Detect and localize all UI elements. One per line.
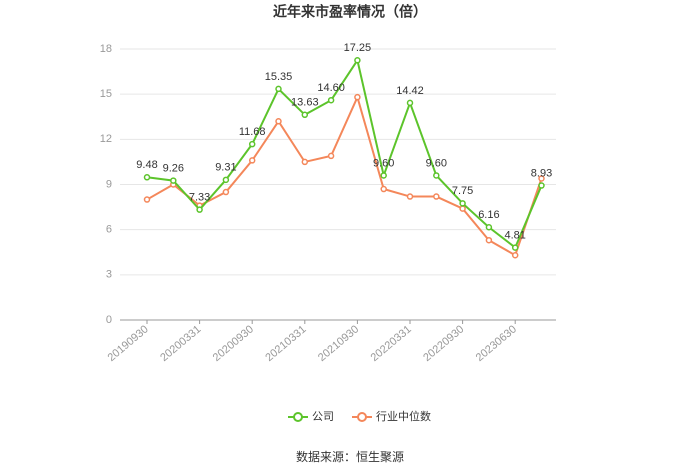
y-tick-label: 15 [100,88,112,100]
y-tick-label: 6 [106,224,112,236]
point [511,244,519,251]
point [248,157,256,164]
series-line [146,57,543,250]
point [301,158,309,166]
point [511,252,519,259]
x-tick-label: 20200930 [211,323,256,364]
legend-marker [357,412,367,422]
point [433,193,440,200]
source: 数据来源：恒生聚源 [296,449,404,464]
point [170,177,177,184]
point [327,96,335,104]
x-tick-label: 20220331 [369,323,414,364]
point [380,185,387,193]
series-line [146,94,543,257]
point [327,152,335,160]
point [485,236,493,244]
data-label: 7.33 [189,192,210,204]
point [538,182,545,189]
x-tick-label: 20230630 [474,323,519,364]
data-label: 11.68 [239,126,266,138]
data-label: 15.35 [265,71,293,83]
data-label: 9.31 [215,162,236,174]
data-label: 14.42 [396,85,424,97]
point [143,196,151,203]
legend-label: 行业中位数 [376,409,431,423]
data-label: 9.60 [373,157,394,169]
data-label: 9.60 [426,157,447,169]
data-label: 9.48 [136,159,157,171]
data-label: 4.81 [504,229,525,241]
data-label: 13.63 [291,97,319,109]
y-tick-label: 3 [106,269,112,281]
point [459,200,466,207]
point [143,174,151,181]
legend-label: 公司 [312,411,334,423]
point [196,206,203,213]
data-label: 17.25 [344,42,372,54]
data-label: 6.16 [478,209,499,221]
y-tick-label: 12 [100,133,112,145]
x-tick-label: 20210930 [316,323,361,364]
chart-title: 近年来市盈率情况（倍） [273,4,427,20]
y-tick-label: 18 [100,43,112,55]
point [301,111,309,119]
point [275,85,282,93]
point [222,188,230,196]
point [222,176,230,184]
data-label: 14.60 [317,82,345,94]
point [485,224,493,231]
point [275,118,282,125]
y-tick-label: 9 [106,178,112,190]
point [538,175,545,182]
data-label: 9.26 [163,162,184,174]
point [354,93,361,101]
point [433,172,440,179]
point [248,140,256,148]
x-tick-label: 20200331 [158,323,203,364]
point [354,57,361,64]
data-label: 7.75 [452,185,473,197]
x-tick-label: 20220930 [421,323,466,364]
x-tick-label: 20210331 [263,323,308,364]
y-tick-label: 0 [106,314,112,326]
data-label: 8.93 [531,167,552,179]
point [406,99,414,107]
x-tick-label: 20190930 [106,323,151,364]
legend-marker [293,412,303,422]
point [459,205,466,212]
point [406,193,414,200]
point [380,172,387,179]
